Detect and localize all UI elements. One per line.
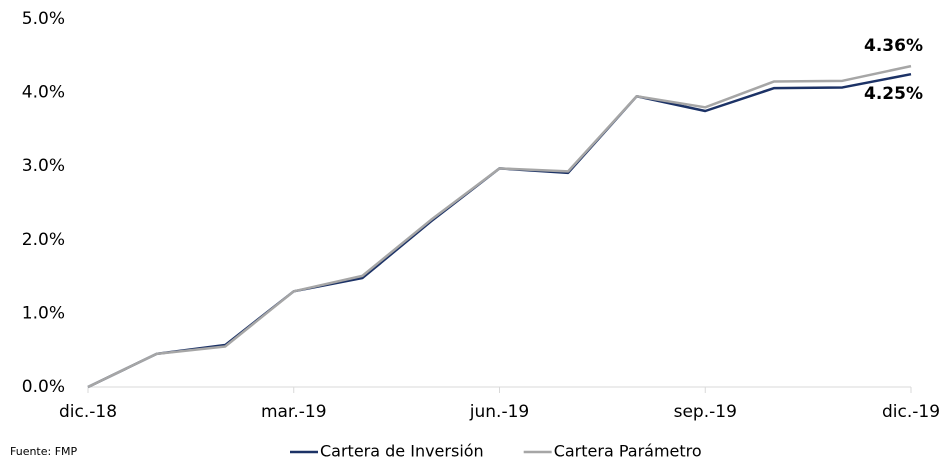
- x-tick-label: jun.-19: [469, 402, 529, 422]
- legend-label: Cartera de Inversión: [320, 442, 484, 461]
- legend-label: Cartera Parámetro: [554, 442, 702, 461]
- series-line: [87, 64, 912, 389]
- value-label: 4.25%: [864, 84, 923, 104]
- x-tick-label: dic.-18: [59, 402, 117, 422]
- y-tick-label: 5.0%: [22, 9, 65, 29]
- y-tick-label: 3.0%: [22, 156, 65, 176]
- source: Fuente: FMP: [10, 445, 78, 458]
- y-tick-label: 4.0%: [22, 83, 65, 103]
- y-tick-label: 0.0%: [22, 377, 65, 397]
- x-tick-label: dic.-19: [882, 402, 940, 422]
- series-line: [87, 72, 912, 389]
- x-tick-label: mar.-19: [261, 402, 327, 422]
- y-tick-label: 1.0%: [22, 303, 65, 323]
- value-label: 4.36%: [864, 36, 923, 56]
- y-tick-label: 2.0%: [22, 230, 65, 250]
- x-tick-label: sep.-19: [674, 402, 737, 422]
